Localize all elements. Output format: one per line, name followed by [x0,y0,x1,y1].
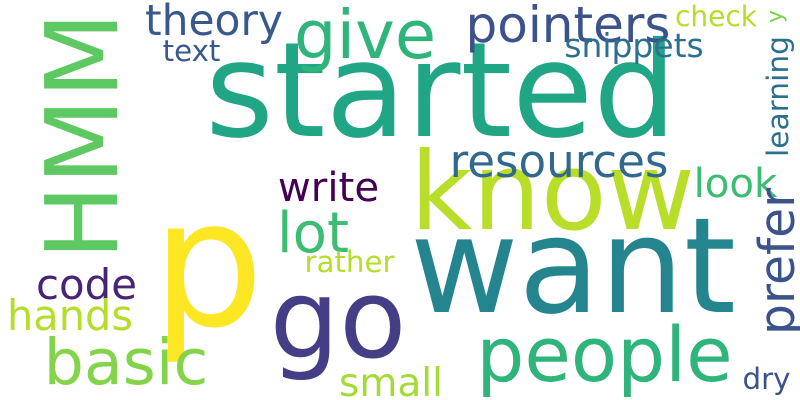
word-p: p [152,160,264,367]
word-small: small [339,361,443,400]
word-give: give [293,0,437,74]
word-know: know [410,129,695,255]
word-code: code [36,259,137,309]
word-check: check [674,0,758,34]
word-y: y [763,10,789,23]
word-basic: basic [43,325,209,400]
word-theory: theory [145,0,283,46]
word-hmm: HMM [23,12,141,260]
word-learning: learning [760,36,796,157]
word-look: look [693,161,778,208]
word-resources: resources [449,134,669,188]
word-want: want [410,190,736,345]
word-snippets: snippets [564,26,704,66]
word-hands: hands [7,291,133,341]
word-started: started [205,15,677,169]
word-dry: dry [742,362,791,397]
word-go: go [269,255,407,384]
word-text: text [162,34,221,69]
word-rather: rather [304,245,395,280]
word-people: people [476,311,733,400]
word-prefer: prefer [748,187,800,336]
word-lot: lot [277,200,349,266]
word-write: write [277,165,380,212]
word-pointers: pointers [465,0,671,54]
